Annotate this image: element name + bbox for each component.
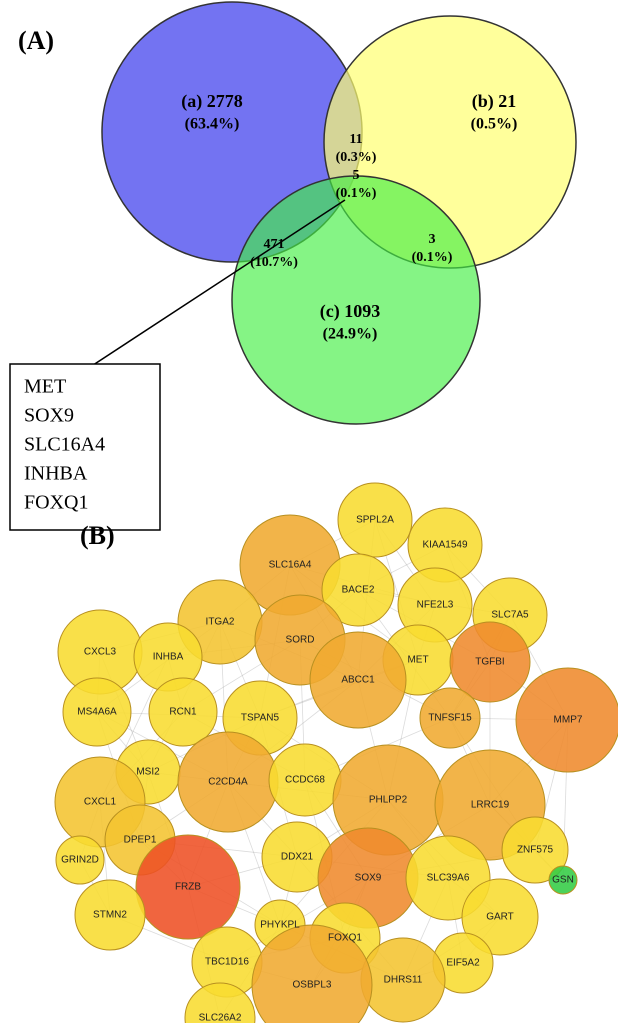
node-label: SORD [286, 635, 315, 646]
node [184, 982, 256, 1023]
gene-name: MET [24, 376, 66, 398]
node-label: DPEP1 [124, 835, 157, 846]
node [449, 621, 531, 703]
node-label: BACE2 [342, 585, 375, 596]
region-count: (a) 2778 [181, 91, 243, 112]
node [309, 631, 407, 729]
node-label: MMP7 [554, 715, 583, 726]
region-count: (b) 21 [472, 91, 517, 112]
node [419, 687, 481, 749]
node-label: CCDC68 [285, 775, 325, 786]
node-label: PHYKPL [260, 920, 300, 931]
region-percent: (24.9%) [323, 326, 378, 343]
region-count: (c) 1093 [320, 301, 380, 322]
node [515, 667, 618, 773]
node-label: TNFSF15 [428, 713, 472, 724]
node-label: FOXQ1 [328, 933, 362, 944]
node [251, 924, 373, 1023]
node-label: CXCL3 [84, 647, 117, 658]
region-count: 471 [264, 237, 285, 252]
node-label: INHBA [153, 652, 184, 663]
node-label: GART [486, 912, 514, 923]
node [148, 677, 218, 747]
node-label: MSI2 [136, 767, 160, 778]
set-c-circle [231, 175, 481, 425]
node-label: ITGA2 [206, 617, 235, 628]
node [501, 816, 569, 884]
node-label: ZNF575 [517, 845, 554, 856]
node-label: LRRC19 [471, 800, 510, 811]
node-label: SLC39A6 [427, 873, 470, 884]
region-percent: (0.1%) [412, 250, 453, 265]
region-count: 3 [429, 232, 436, 247]
node-label: STMN2 [93, 910, 127, 921]
node-label: KIAA1549 [422, 540, 467, 551]
node-label: SLC26A2 [199, 1013, 242, 1023]
node-label: DHRS11 [384, 975, 423, 986]
node-label: EIF5A2 [446, 958, 480, 969]
region-percent: (0.5%) [471, 116, 518, 133]
node-label: TSPAN5 [241, 713, 280, 724]
gene-name: INHBA [24, 463, 88, 485]
gene-name: SOX9 [24, 405, 74, 427]
node-label: DDX21 [281, 852, 314, 863]
node-label: MET [407, 655, 428, 666]
node [62, 677, 132, 747]
node-label: FRZB [175, 882, 201, 893]
node-label: OSBPL3 [293, 980, 332, 991]
node-label: SPPL2A [356, 515, 394, 526]
node-label: TGFBI [475, 657, 504, 668]
node [461, 878, 539, 956]
region-percent: (10.7%) [250, 255, 298, 270]
node-label: MS4A6A [77, 707, 117, 718]
panel-label: (A) [18, 26, 54, 55]
node [135, 834, 241, 940]
node-label: TBC1D16 [205, 957, 249, 968]
node-label: GSN [552, 875, 574, 886]
node-label: SLC16A4 [269, 560, 312, 571]
node [548, 865, 578, 895]
node-label: PHLPP2 [369, 795, 408, 806]
node-label: CXCL1 [84, 797, 117, 808]
region-count: 11 [349, 132, 362, 147]
region-percent: (0.3%) [336, 150, 377, 165]
venn-diagram: (A) (a) 2778 (63.4%) 11 (0.3%) (b) 21 (0.5%) 5… [9, 1, 577, 531]
node [74, 879, 146, 951]
node [321, 553, 395, 627]
node-label: SOX9 [355, 873, 382, 884]
region-percent: (63.4%) [185, 116, 240, 133]
node-label: NFE2L3 [417, 600, 454, 611]
node-label: SLC7A5 [491, 610, 529, 621]
network: (B) SPPL2A KIAA1549 SLC16A4 BACE2 NFE2L3 SLC7… [54, 482, 618, 1023]
gene-name: SLC16A4 [24, 434, 105, 456]
node-label: ABCC1 [341, 675, 375, 686]
node-label: C2CD4A [208, 777, 248, 788]
region-count: 5 [353, 168, 360, 183]
node [55, 835, 105, 885]
panel-label: (B) [80, 521, 115, 550]
region-percent: (0.1%) [336, 186, 377, 201]
gene-box [9, 363, 161, 531]
node-label: GRIN2D [61, 855, 99, 866]
gene-name: FOXQ1 [24, 492, 88, 514]
node-label: RCN1 [169, 707, 197, 718]
pointer-line [54, 199, 346, 391]
node [337, 482, 413, 558]
